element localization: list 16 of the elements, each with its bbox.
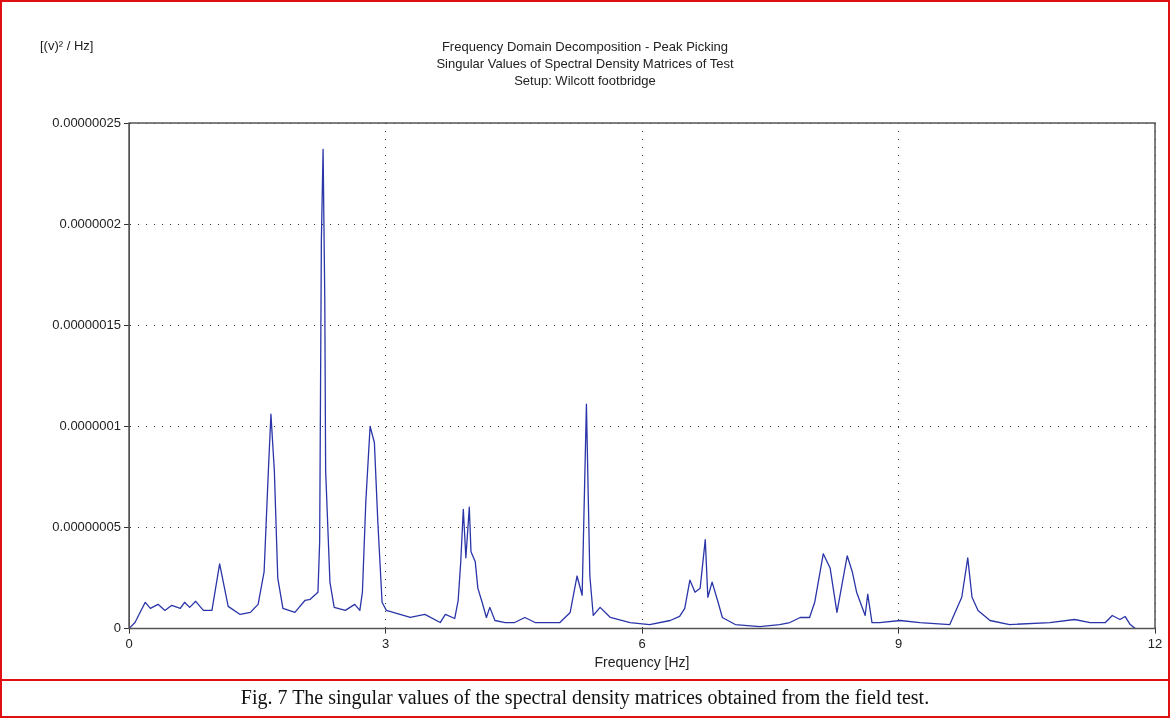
x-tick-label: 0 — [125, 635, 133, 651]
x-tick-label: 12 — [1147, 635, 1163, 651]
y-tick-label: 0 — [113, 620, 121, 636]
x-axis-title: Frequency [Hz] — [594, 654, 690, 671]
x-tick-label: 6 — [638, 635, 646, 651]
y-tick-label: 0.0000001 — [59, 417, 121, 433]
y-axis-title: [(v)² / Hz] — [40, 38, 94, 53]
x-tick-label: 9 — [894, 635, 903, 651]
y-tick-label: 0.00000015 — [52, 316, 121, 332]
y-tick-label: 0.0000002 — [59, 215, 121, 231]
chart-title: Frequency Domain Decomposition - Peak Picking — [440, 38, 730, 55]
x-tick-label: 3 — [381, 635, 390, 651]
y-tick-label: 0.00000005 — [52, 519, 121, 535]
chart-subtitle: Singular Values of Spectral Density Matrices of Test Setup: Wilcott footbridge — [435, 55, 735, 89]
y-tick-label: 0.00000025 — [52, 114, 121, 130]
caption: Fig. 7 The singular values of the spectral density matrices obtained from the field test. — [239, 686, 931, 709]
